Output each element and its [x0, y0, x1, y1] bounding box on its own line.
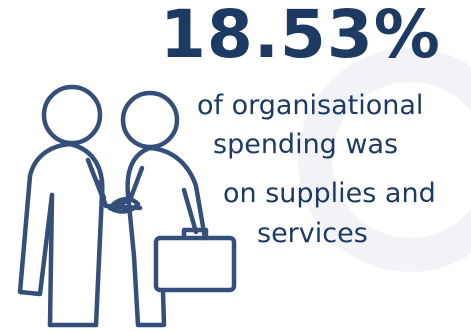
headline-percentage: 18.53%	[160, 0, 441, 73]
description-line-1: of organisational	[197, 90, 424, 121]
description-line-4: services	[257, 218, 368, 249]
description-line-3: on supplies and	[223, 178, 436, 209]
description-line-2: spending was	[213, 129, 399, 160]
